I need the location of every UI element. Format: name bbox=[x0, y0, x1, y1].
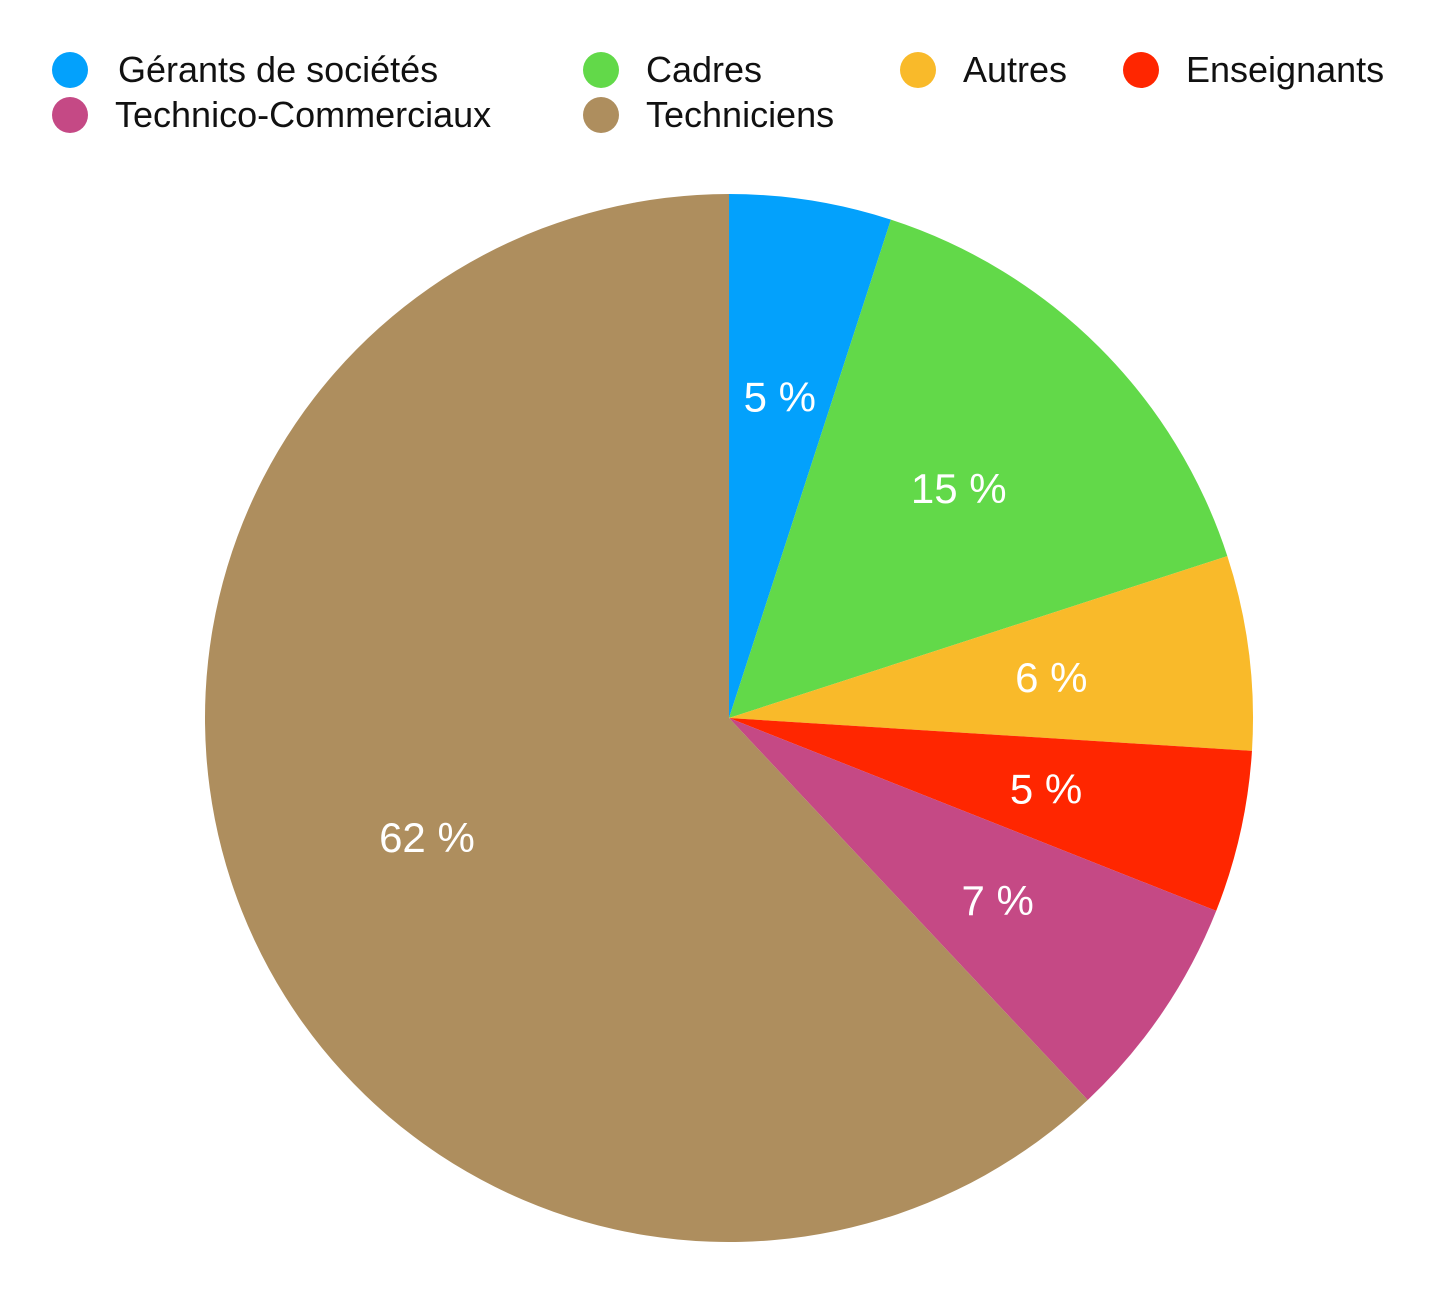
legend-label-techniciens: Techniciens bbox=[646, 94, 835, 135]
pie-slice-cadres bbox=[729, 219, 1228, 718]
pie-slice-techniciens bbox=[204, 194, 1088, 1242]
pie-slices bbox=[204, 194, 1254, 1242]
pie-slice-gerants-de-societes bbox=[729, 194, 891, 718]
legend-swatch-enseignants bbox=[1123, 52, 1159, 88]
legend-item-gerants: Gérants de sociétés bbox=[52, 48, 438, 92]
legend-label-technico-commerciaux: Technico-Commerciaux bbox=[115, 94, 492, 135]
chart-legend: Gérants de sociétés Cadres Autres Enseig… bbox=[0, 0, 1450, 150]
pie-slice-autres bbox=[729, 556, 1254, 751]
legend-label-enseignants: Enseignants bbox=[1186, 49, 1385, 90]
pie-slice-label-gerants-de-societes: 5 % bbox=[744, 374, 816, 421]
legend-label-cadres: Cadres bbox=[646, 49, 763, 90]
pie-slice-label-autres: 6 % bbox=[1015, 654, 1087, 701]
legend-item-techniciens: Techniciens bbox=[583, 93, 834, 137]
pie-slice-technico-commerciaux bbox=[729, 718, 1217, 1100]
pie-slice-enseignants bbox=[729, 718, 1252, 911]
legend-swatch-autres bbox=[900, 52, 936, 88]
legend-item-autres: Autres bbox=[900, 48, 1067, 92]
legend-swatch-technico-commerciaux bbox=[52, 97, 88, 133]
legend-swatch-techniciens bbox=[583, 97, 619, 133]
legend-item-cadres: Cadres bbox=[583, 48, 762, 92]
legend-item-enseignants: Enseignants bbox=[1123, 48, 1384, 92]
pie-slice-label-cadres: 15 % bbox=[911, 465, 1007, 512]
pie-slice-label-techniciens: 62 % bbox=[379, 814, 475, 861]
legend-swatch-cadres bbox=[583, 52, 619, 88]
legend-item-technico-commerciaux: Technico-Commerciaux bbox=[52, 93, 491, 137]
pie-slice-label-technico-commerciaux: 7 % bbox=[962, 877, 1034, 924]
pie-slice-labels: 5 % 15 % 6 % 5 % 7 % 62 % bbox=[379, 374, 1087, 924]
legend-swatch-gerants bbox=[52, 52, 88, 88]
pie-slice-label-enseignants: 5 % bbox=[1010, 765, 1082, 812]
legend-label-autres: Autres bbox=[963, 49, 1068, 90]
legend-label-gerants: Gérants de sociétés bbox=[118, 49, 439, 90]
